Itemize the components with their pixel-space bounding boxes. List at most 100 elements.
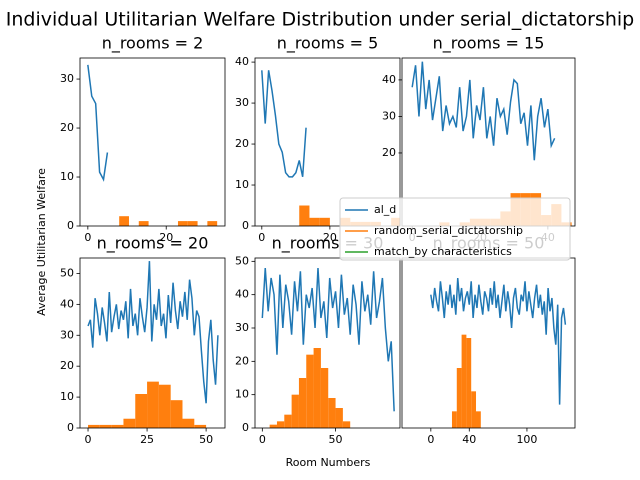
y-axis-label: Average Utilitarian Welfare [35,168,48,316]
histogram-bar [158,384,171,428]
histogram-bar [147,381,159,428]
y-tick-label: 30 [60,328,74,341]
histogram-bar [135,394,148,428]
plot-content [430,277,567,428]
plot-area [80,58,225,226]
x-tick-label: 40 [462,433,476,446]
x-tick-label: 0 [84,231,91,244]
histogram-bar [319,217,330,226]
y-tick-label: 10 [235,178,249,191]
y-tick-label: 30 [382,109,396,122]
y-tick-label: 0 [67,421,74,434]
histogram-bar [138,221,149,226]
axes-frame [254,257,401,429]
histogram-bar [291,394,299,428]
y-tick-label: 20 [235,137,249,150]
histogram-bar [342,421,351,428]
y-tick-label: 40 [382,73,396,86]
figure-title: Individual Utilitarian Welfare Distribut… [6,9,634,31]
x-tick-label: 20 [323,231,337,244]
histogram-bar [269,424,277,428]
y-tick-label: 40 [235,288,249,301]
x-tick-label: 0 [85,433,92,446]
y-tick-label: 30 [60,72,74,85]
histogram-bar [194,424,207,428]
histogram-bar [328,398,336,428]
y-tick-label: 50 [60,266,74,279]
histogram-bar [276,421,285,428]
y-tick-label: 40 [235,55,249,68]
x-tick-label: 100 [516,433,537,446]
y-tick-label: 20 [235,354,249,367]
plot-area [402,258,575,428]
subplot: 0 25 50 0 10 20 30 40 50 n_rooms = 20 [60,234,226,446]
line-series [87,261,219,404]
x-tick-label: 20 [159,231,173,244]
histogram-bar [111,424,124,428]
plot-content [87,64,218,226]
plot-content [87,261,219,428]
subplot-title: n_rooms = 5 [277,34,379,54]
y-tick-label: 50 [235,254,249,267]
histogram-bar [123,418,136,428]
subplot: 040100n_rooms = 50 [401,234,576,446]
histogram-bar [284,414,292,428]
line-series [261,70,307,178]
histogram-bar [309,217,320,226]
y-tick-label: 30 [235,96,249,109]
legend: al_d random_serial_dictatorship match_by c… [339,197,571,261]
x-tick-label: 0 [258,231,265,244]
y-tick-label: 30 [235,321,249,334]
histogram-bar [170,400,183,428]
histogram-bar [313,348,321,428]
line-series [87,64,109,182]
histogram-bar [298,378,307,428]
axes-frame [79,257,226,429]
plot-content [261,267,395,428]
histogram-bar [299,205,310,226]
line-series [411,61,556,161]
histogram-bar [320,368,329,428]
histogram-bar [119,216,129,226]
legend-box [339,197,571,261]
histogram-bar [461,334,467,428]
y-tick-label: 10 [60,170,74,183]
x-tick-label: 50 [199,433,213,446]
x-tick-label: 50 [329,433,343,446]
axes-frame [254,57,401,227]
subplot-title: n_rooms = 2 [102,34,204,54]
legend-label: al_d [374,203,396,216]
histogram-bar [456,368,462,428]
histogram-bar [335,408,343,428]
axes-frame [79,57,226,227]
y-tick-label: 0 [242,421,249,434]
line-series [261,267,395,412]
histogram-bar [187,221,198,226]
x-tick-label: 25 [140,433,154,446]
legend-label: match_by characteristics [374,245,512,258]
y-tick-label: 20 [60,121,74,134]
subplot: 0 20 0 10 20 30 n_rooms = 2 [60,34,226,244]
histogram-bar [466,338,472,428]
y-tick-label: 10 [60,390,74,403]
y-tick-label: 10 [235,388,249,401]
x-tick-label: 0 [427,433,434,446]
y-tick-label: 0 [67,219,74,232]
histogram-bar [99,424,112,428]
y-tick-label: 20 [382,146,396,159]
subplot-title: n_rooms = 20 [97,234,209,254]
histogram-bar [177,221,188,226]
histogram-bar [306,354,314,428]
y-tick-label: 0 [242,219,249,232]
x-axis-label: Room Numbers [286,456,371,469]
histogram-bar [451,411,457,428]
histogram-bar [207,221,218,226]
line-series [430,277,567,405]
legend-label: random_serial_dictatorship [374,224,523,237]
subplot: 0 20 0 10 20 30 40 n_rooms = 5 [235,34,401,244]
histogram-bar [471,391,477,428]
histogram-bar [182,418,195,428]
y-tick-label: 40 [60,297,74,310]
